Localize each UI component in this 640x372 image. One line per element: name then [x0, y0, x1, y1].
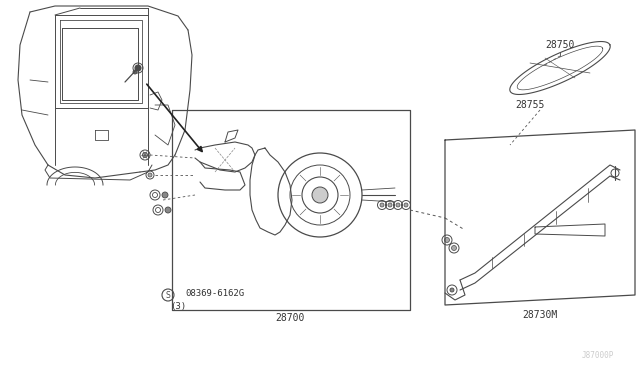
- Text: 28700: 28700: [275, 313, 305, 323]
- Circle shape: [143, 153, 147, 157]
- Text: S: S: [166, 291, 170, 299]
- Circle shape: [135, 65, 141, 71]
- Circle shape: [451, 246, 456, 250]
- Circle shape: [165, 207, 171, 213]
- Circle shape: [445, 237, 449, 243]
- Text: 28750: 28750: [545, 40, 575, 50]
- Circle shape: [312, 187, 328, 203]
- Circle shape: [162, 192, 168, 198]
- Circle shape: [148, 173, 152, 177]
- Circle shape: [133, 70, 137, 74]
- Circle shape: [380, 203, 384, 207]
- Circle shape: [450, 288, 454, 292]
- Circle shape: [388, 203, 392, 207]
- Text: J87000P: J87000P: [582, 350, 614, 359]
- Text: 08369-6162G: 08369-6162G: [185, 289, 244, 298]
- Text: (3): (3): [170, 301, 186, 311]
- Text: 28730M: 28730M: [522, 310, 557, 320]
- Text: 28755: 28755: [515, 100, 545, 110]
- Circle shape: [396, 203, 400, 207]
- Circle shape: [404, 203, 408, 207]
